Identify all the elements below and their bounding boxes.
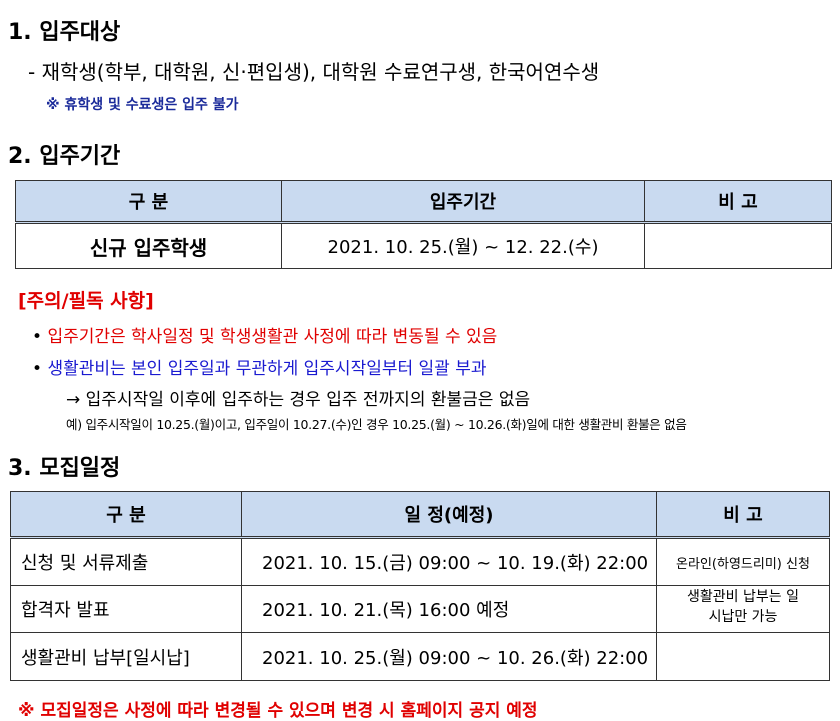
table-cell: 온라인(하영드리미) 신청 [656,537,830,586]
table-cell [656,632,830,681]
table-cell: 신규 입주학생 [15,222,282,269]
table-cell: 2021. 10. 21.(목) 16:00 예정 [241,585,657,633]
notice-bullet-1: • 입주기간은 학사일정 및 학생생활관 사정에 따라 변동될 수 있음 [32,327,498,347]
eligibility-note: ※ 휴학생 및 수료생은 입주 불가 [46,97,239,113]
table-cell: 2021. 10. 15.(금) 09:00 ~ 10. 19.(화) 22:0… [241,537,657,586]
notice-title: [주의/필독 사항] [18,290,154,312]
eligibility-line: - 재학생(학부, 대학원, 신·편입생), 대학원 수료연구생, 한국어연수생 [28,60,600,84]
notice-bullet-2: • 생활관비는 본인 입주일과 무관하게 입주시작일부터 일괄 부과 [32,359,487,379]
section1-title: 1. 입주대상 [8,20,121,45]
table-cell: 합격자 발표 [10,585,242,633]
table-cell [644,222,832,269]
header-cell: 일 정(예정) [241,491,657,539]
header-cell: 입주기간 [281,180,645,224]
section2-title: 2. 입주기간 [8,144,121,169]
table-cell: 2021. 10. 25.(월) 09:00 ~ 10. 26.(화) 22:0… [241,632,657,681]
section3-title: 3. 모집일정 [8,456,121,481]
bullet-text: 입주기간은 학사일정 및 학생생활관 사정에 따라 변동될 수 있음 [47,327,498,347]
table-cell: 생활관비 납부는 일시납만 가능 [656,585,830,633]
header-cell: 구 분 [15,180,282,224]
notice-arrow-line: → 입주시작일 이후에 입주하는 경우 입주 전까지의 환불금은 없음 [66,390,531,410]
period-table: 구 분 입주기간 비 고 신규 입주학생 2021. 10. 25.(월) ~ 12.… [15,180,832,269]
header-cell: 비 고 [644,180,832,224]
table-cell: 생활관비 납부[일시납] [10,632,242,681]
table-cell: 2021. 10. 25.(월) ~ 12. 22.(수) [281,222,645,269]
header-cell: 비 고 [656,491,830,539]
table-cell: 신청 및 서류제출 [10,537,242,586]
header-cell: 구 분 [10,491,242,539]
bullet-text: 생활관비는 본인 입주일과 무관하게 입주시작일부터 일괄 부과 [47,359,487,379]
notice-example: 예) 입주시작일이 10.25.(월)이고, 입주일이 10.27.(수)인 경… [66,417,687,432]
schedule-footnote: ※ 모집일정은 사정에 따라 변경될 수 있으며 변경 시 홈페이지 공지 예정 [18,701,538,721]
